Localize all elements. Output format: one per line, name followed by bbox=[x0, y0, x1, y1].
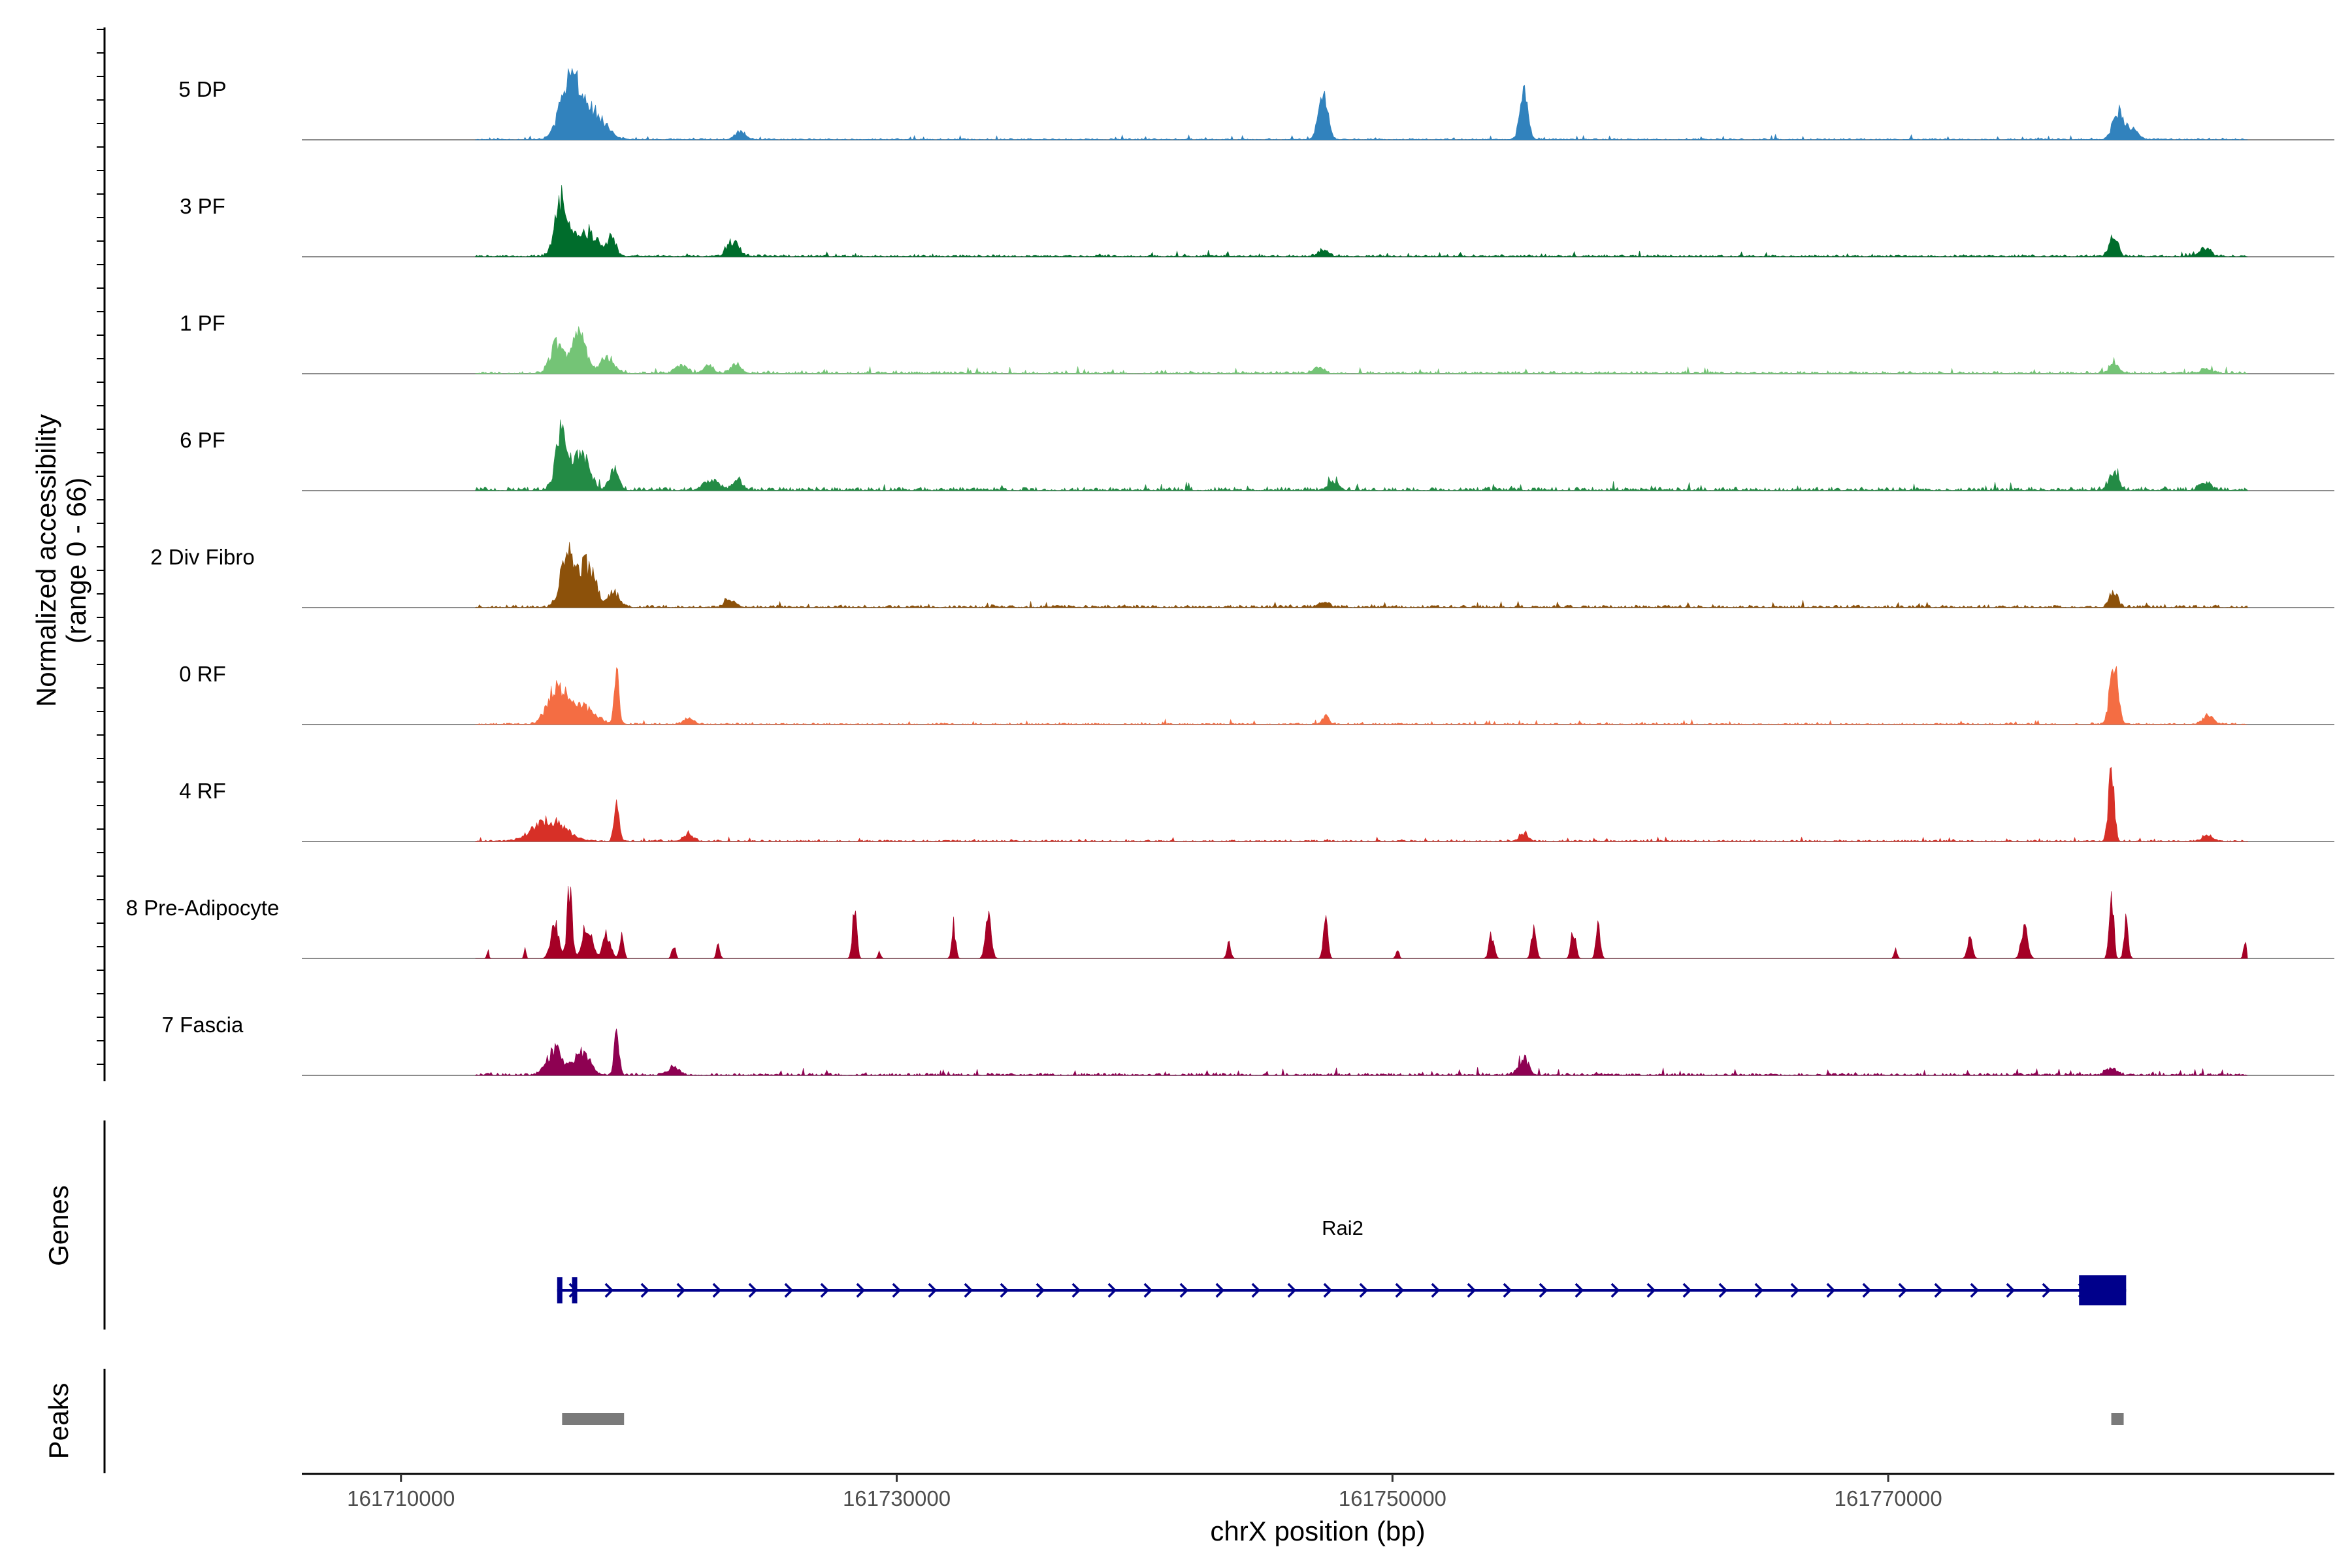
peak-region bbox=[2111, 1413, 2124, 1425]
strand-arrow bbox=[964, 1282, 973, 1298]
track-label: 0 RF bbox=[179, 662, 226, 686]
x-tick-label: 161750000 bbox=[1339, 1486, 1446, 1511]
strand-arrow bbox=[1323, 1282, 1333, 1298]
strand-arrow bbox=[604, 1282, 614, 1298]
strand-arrow bbox=[676, 1282, 686, 1298]
strand-arrow bbox=[1036, 1282, 1045, 1298]
strand-arrow bbox=[1826, 1282, 1836, 1298]
strand-arrow bbox=[748, 1282, 758, 1298]
track-6 bbox=[302, 766, 2334, 842]
strand-arrow bbox=[1754, 1282, 1764, 1298]
track-5 bbox=[302, 666, 2334, 725]
strand-arrow bbox=[1143, 1282, 1153, 1298]
genes-panel: Genes Rai2 bbox=[43, 1120, 2127, 1330]
strand-arrow bbox=[1467, 1282, 1477, 1298]
strand-arrow bbox=[1107, 1282, 1117, 1298]
coverage-area bbox=[475, 185, 2248, 257]
strand-arrow bbox=[640, 1282, 650, 1298]
coverage-y-axis bbox=[97, 27, 106, 1081]
peak-region bbox=[562, 1413, 625, 1425]
x-tick-label: 161770000 bbox=[1835, 1486, 1942, 1511]
strand-arrow bbox=[1251, 1282, 1261, 1298]
strand-arrow bbox=[1790, 1282, 1800, 1298]
strand-arrow bbox=[1359, 1282, 1369, 1298]
strand-arrow bbox=[1215, 1282, 1225, 1298]
coverage-area bbox=[475, 1028, 2248, 1076]
track-4 bbox=[302, 542, 2334, 608]
strand-arrow bbox=[1000, 1282, 1009, 1298]
coverage-area bbox=[475, 766, 2248, 842]
x-axis: 161710000 161730000 161750000 161770000 chr… bbox=[302, 1473, 2334, 1546]
strand-arrow bbox=[1179, 1282, 1189, 1298]
strand-arrow bbox=[1970, 1282, 1980, 1298]
track-3 bbox=[302, 419, 2334, 491]
gene-exon bbox=[572, 1277, 578, 1303]
coverage-area bbox=[475, 885, 2248, 959]
y-axis-subtitle: (range 0 - 66) bbox=[61, 478, 91, 644]
peak-bars bbox=[562, 1413, 2124, 1425]
track-1 bbox=[302, 185, 2334, 257]
track-label: 5 DP bbox=[178, 77, 226, 101]
coverage-area bbox=[475, 542, 2248, 608]
track-label: 1 PF bbox=[180, 311, 225, 335]
x-axis-title: chrX position (bp) bbox=[1210, 1516, 1425, 1546]
gene-label: Rai2 bbox=[1322, 1217, 1364, 1239]
x-tick-label: 161710000 bbox=[347, 1486, 455, 1511]
peaks-panel: Peaks bbox=[43, 1369, 2124, 1473]
strand-arrow bbox=[2042, 1282, 2051, 1298]
strand-arrow bbox=[892, 1282, 902, 1298]
strand-arrow bbox=[1431, 1282, 1441, 1298]
coverage-area bbox=[475, 326, 2248, 374]
track-label: 7 Fascia bbox=[162, 1013, 244, 1037]
strand-arrow bbox=[784, 1282, 794, 1298]
strand-arrow bbox=[1287, 1282, 1297, 1298]
strand-arrow bbox=[1646, 1282, 1656, 1298]
track-label: 8 Pre-Adipocyte bbox=[126, 896, 280, 920]
track-7 bbox=[302, 885, 2334, 959]
gene-exon bbox=[2079, 1275, 2127, 1305]
strand-arrow bbox=[1539, 1282, 1548, 1298]
coverage-tracks bbox=[302, 68, 2334, 1076]
strand-arrow bbox=[1503, 1282, 1512, 1298]
coverage-area bbox=[475, 68, 2248, 140]
coverage-area bbox=[475, 666, 2248, 725]
strand-arrow bbox=[1862, 1282, 1872, 1298]
track-labels: 5 DP 3 PF 1 PF 6 PF 2 Div Fibro 0 RF 4 R… bbox=[126, 77, 280, 1037]
track-label: 4 RF bbox=[179, 779, 226, 803]
strand-arrow bbox=[856, 1282, 866, 1298]
gene-model bbox=[557, 1275, 2127, 1305]
track-label: 2 Div Fibro bbox=[150, 545, 255, 569]
coverage-area bbox=[475, 419, 2248, 491]
strand-arrow bbox=[2006, 1282, 2016, 1298]
peaks-panel-title: Peaks bbox=[43, 1383, 74, 1460]
strand-arrow bbox=[1934, 1282, 1944, 1298]
track-label: 6 PF bbox=[180, 428, 225, 452]
strand-arrow bbox=[1071, 1282, 1081, 1298]
strand-arrow bbox=[1610, 1282, 1620, 1298]
track-2 bbox=[302, 326, 2334, 374]
track-0 bbox=[302, 68, 2334, 140]
strand-arrow bbox=[1682, 1282, 1692, 1298]
strand-arrow bbox=[928, 1282, 938, 1298]
track-8 bbox=[302, 1028, 2334, 1076]
strand-arrow bbox=[820, 1282, 830, 1298]
gene-exon bbox=[557, 1277, 563, 1303]
x-tick-label: 161730000 bbox=[843, 1486, 951, 1511]
strand-arrow bbox=[712, 1282, 722, 1298]
strand-arrow bbox=[1575, 1282, 1584, 1298]
x-ticks: 161710000 161730000 161750000 161770000 bbox=[347, 1474, 1942, 1511]
track-label: 3 PF bbox=[180, 194, 225, 218]
strand-arrow bbox=[1395, 1282, 1405, 1298]
y-axis-title: Normalized accessibility bbox=[31, 414, 61, 707]
strand-arrow bbox=[1718, 1282, 1728, 1298]
strand-arrow bbox=[1898, 1282, 1908, 1298]
genes-panel-title: Genes bbox=[43, 1185, 74, 1266]
